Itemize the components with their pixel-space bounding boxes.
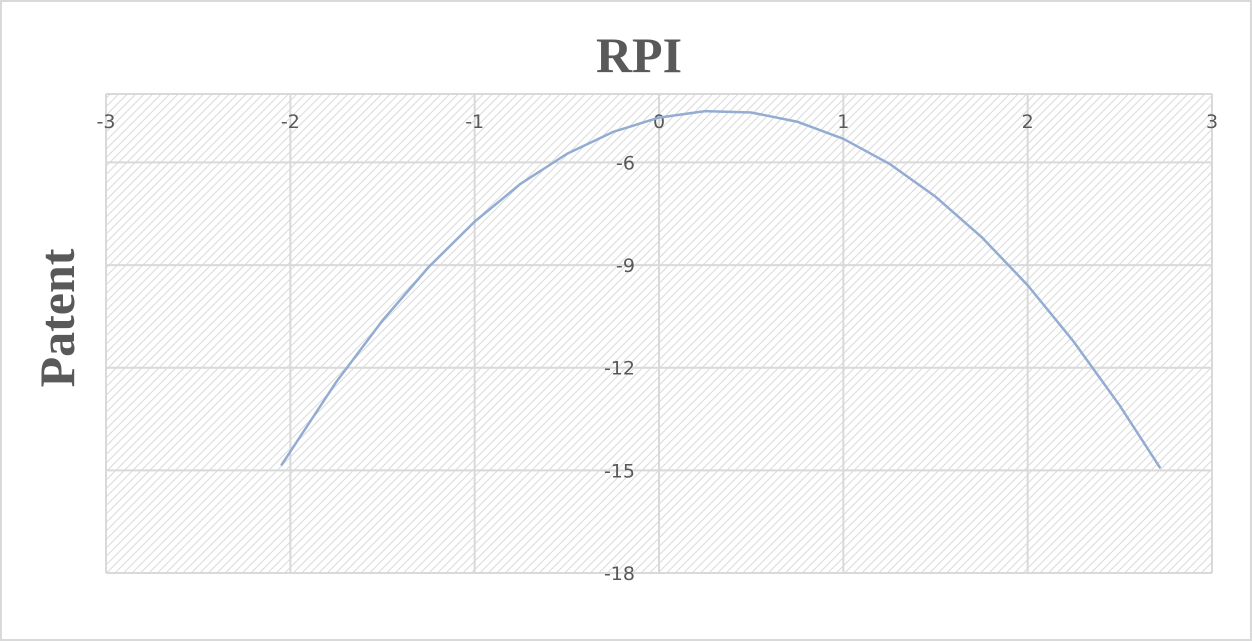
x-tick-label: -2 (281, 111, 300, 133)
y-tick-label: -12 (604, 358, 635, 380)
x-tick-label: 0 (653, 111, 665, 133)
y-axis-title: Patent (29, 248, 85, 387)
data-line (280, 109, 1162, 469)
chart-title: RPI (596, 27, 682, 83)
x-tick-label: 2 (1022, 111, 1034, 133)
x-tick-label: 3 (1206, 111, 1218, 133)
y-tick-label: -9 (616, 255, 635, 277)
x-tick-label: -3 (97, 111, 116, 133)
y-tick-label: -15 (604, 460, 635, 482)
y-tick-label: -6 (616, 152, 635, 174)
x-tick-label: -1 (465, 111, 484, 133)
x-tick-label: 1 (837, 111, 849, 133)
y-tick-label: -18 (604, 563, 635, 585)
